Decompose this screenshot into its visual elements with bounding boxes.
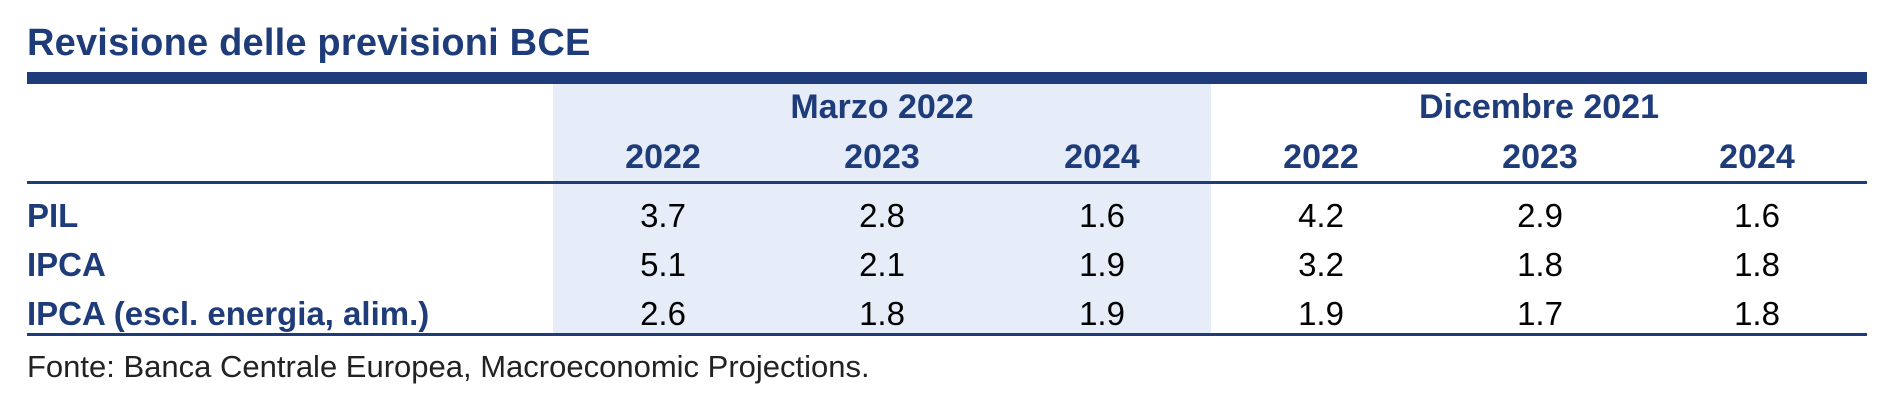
group-header-december-2021: Dicembre 2021 — [1418, 88, 1660, 126]
table-title: Revisione delle previsioni BCE — [27, 22, 591, 64]
header-rule — [27, 72, 1867, 84]
row-label-ipca-core: IPCA (escl. energia, alim.) — [27, 295, 430, 332]
table-cell: 2.9 — [1517, 197, 1563, 234]
table-cell: 1.9 — [1079, 246, 1125, 283]
table-cell: 1.7 — [1517, 295, 1563, 332]
table-cell: 1.9 — [1079, 295, 1125, 332]
shaded-group-band — [553, 84, 1211, 333]
year-header: 2023 — [1502, 138, 1578, 176]
year-header: 2024 — [1719, 138, 1795, 176]
source-note: Fonte: Banca Centrale Europea, Macroecon… — [27, 349, 870, 384]
table-cell: 3.2 — [1298, 246, 1344, 283]
table-cell: 1.6 — [1734, 197, 1780, 234]
table-cell: 1.8 — [1734, 295, 1780, 332]
table-cell: 1.8 — [859, 295, 905, 332]
header-bottom-rule — [27, 181, 1867, 184]
year-header: 2022 — [625, 138, 701, 176]
table-cell: 4.2 — [1298, 197, 1344, 234]
table-bottom-rule — [27, 333, 1867, 336]
year-header: 2022 — [1283, 138, 1359, 176]
table-cell: 3.7 — [640, 197, 686, 234]
table-cell: 1.6 — [1079, 197, 1125, 234]
row-label-ipca: IPCA — [27, 246, 106, 283]
group-header-march-2022: Marzo 2022 — [790, 88, 974, 126]
row-label-pil: PIL — [27, 197, 79, 234]
table-cell: 1.9 — [1298, 295, 1344, 332]
table-cell: 2.1 — [859, 246, 905, 283]
table-cell: 5.1 — [640, 246, 686, 283]
year-header: 2024 — [1064, 138, 1140, 176]
table-cell: 2.8 — [859, 197, 905, 234]
year-header: 2023 — [844, 138, 920, 176]
table-cell: 1.8 — [1517, 246, 1563, 283]
table-cell: 1.8 — [1734, 246, 1780, 283]
table-cell: 2.6 — [640, 295, 686, 332]
